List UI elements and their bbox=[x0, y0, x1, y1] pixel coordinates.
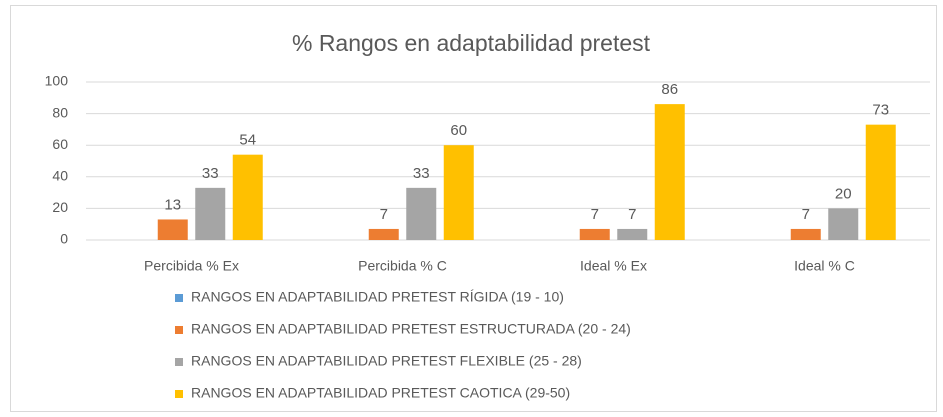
value-label: 73 bbox=[872, 102, 889, 119]
bar bbox=[368, 228, 399, 240]
x-tick-label: Ideal % C bbox=[794, 258, 855, 274]
value-label: 13 bbox=[164, 196, 181, 213]
y-tick-label: 40 bbox=[52, 168, 68, 184]
value-label: 33 bbox=[202, 165, 219, 182]
bar bbox=[406, 187, 437, 240]
legend-label: RANGOS EN ADAPTABILIDAD PRETEST ESTRUCTU… bbox=[191, 321, 631, 337]
bar bbox=[443, 145, 474, 240]
legend-swatch bbox=[175, 326, 183, 334]
x-tick-label: Percibida % C bbox=[358, 258, 447, 274]
bar bbox=[865, 124, 896, 240]
value-label: 7 bbox=[591, 206, 599, 223]
y-tick-label: 80 bbox=[52, 104, 68, 120]
bar bbox=[654, 104, 685, 241]
chart-title: % Rangos en adaptabilidad pretest bbox=[292, 30, 651, 56]
legend-label: RANGOS EN ADAPTABILIDAD PRETEST RÍGIDA (… bbox=[191, 289, 564, 305]
value-label: 54 bbox=[239, 132, 256, 149]
x-tick-label: Ideal % Ex bbox=[580, 258, 647, 274]
y-tick-label: 20 bbox=[52, 199, 68, 215]
bar bbox=[157, 219, 188, 240]
bar bbox=[617, 228, 648, 240]
bar bbox=[790, 228, 821, 240]
legend-swatch bbox=[175, 294, 183, 302]
bar bbox=[579, 228, 610, 240]
y-tick-label: 0 bbox=[60, 231, 68, 247]
y-tick-label: 60 bbox=[52, 136, 68, 152]
bar bbox=[828, 208, 859, 240]
value-label: 20 bbox=[835, 185, 852, 202]
x-tick-label: Percibida % Ex bbox=[144, 258, 239, 274]
value-label: 7 bbox=[802, 206, 810, 223]
value-label: 7 bbox=[628, 206, 636, 223]
y-tick-label: 100 bbox=[45, 73, 69, 89]
bar bbox=[195, 187, 226, 240]
legend-label: RANGOS EN ADAPTABILIDAD PRETEST FLEXIBLE… bbox=[191, 353, 582, 369]
value-label: 7 bbox=[380, 206, 388, 223]
legend-swatch bbox=[175, 390, 183, 398]
bar bbox=[232, 154, 263, 240]
value-label: 60 bbox=[450, 122, 467, 139]
legend-swatch bbox=[175, 358, 183, 366]
legend-label: RANGOS EN ADAPTABILIDAD PRETEST CAOTICA … bbox=[191, 385, 570, 401]
value-label: 86 bbox=[661, 81, 678, 98]
value-label: 33 bbox=[413, 165, 430, 182]
